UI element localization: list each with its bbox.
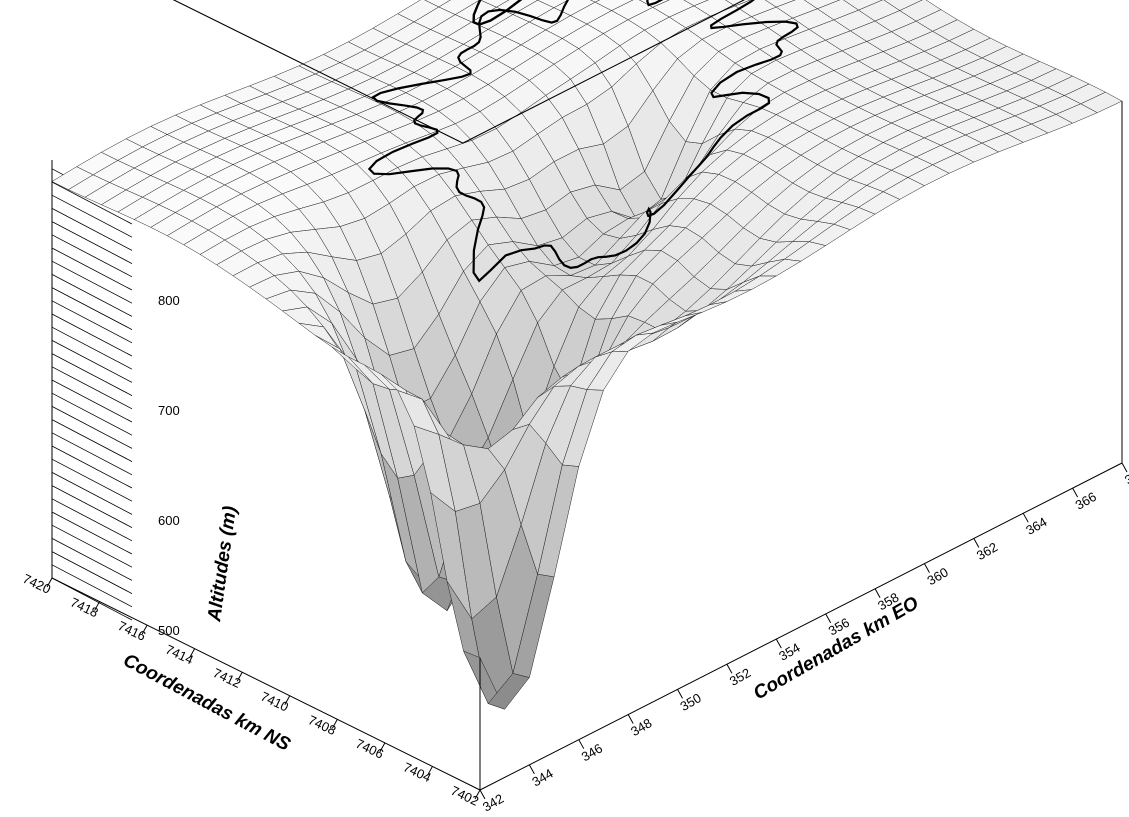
wall-stripe xyxy=(51,379,133,423)
y-axis-tick xyxy=(46,577,53,588)
wall-stripe xyxy=(51,432,133,476)
boundary-surface-outline xyxy=(367,0,799,283)
x-axis-tick xyxy=(924,563,930,573)
z-axis-tick-label: 700 xyxy=(158,403,180,418)
chart-frame xyxy=(51,0,1123,791)
wall-stripe xyxy=(51,419,133,462)
x-axis-tick-label: 364 xyxy=(1023,514,1049,538)
wall-stripe xyxy=(51,551,133,594)
wall-stripe xyxy=(51,366,133,410)
x-axis-tick xyxy=(825,613,832,624)
z-axis-tick-label: 800 xyxy=(158,293,180,308)
wall-stripe xyxy=(51,511,133,555)
wall-stripe xyxy=(51,445,133,489)
wall-stripe xyxy=(51,287,133,330)
surface-cell xyxy=(1080,91,1123,113)
z-axis-tick-label: 600 xyxy=(158,513,180,528)
y-axis-tick xyxy=(189,648,196,658)
wall-stripe xyxy=(51,208,133,251)
x-axis-title: Coordenadas km EO xyxy=(750,593,923,705)
wall-stripe xyxy=(51,274,133,317)
x-axis-tick-label: 342 xyxy=(480,791,506,815)
wall-stripe xyxy=(51,406,133,449)
x-axis-tick-label: 350 xyxy=(678,690,704,714)
x-axis-tick-label: 366 xyxy=(1073,489,1099,513)
terrain-surface xyxy=(51,0,1123,710)
wall-stripe xyxy=(51,234,133,278)
x-axis-tick xyxy=(1022,513,1029,523)
x-axis-tick xyxy=(775,638,782,649)
wall-stripe xyxy=(51,472,133,515)
axis-ticks xyxy=(46,462,1128,800)
x-axis-tick xyxy=(1121,462,1128,473)
x-axis-tick-label: 344 xyxy=(529,766,555,790)
x-axis-tick xyxy=(677,689,683,699)
y-axis-line xyxy=(51,577,481,791)
x-axis-tick xyxy=(479,789,486,800)
x-axis-tick-label: 348 xyxy=(628,715,654,739)
wall-stripe xyxy=(51,538,133,581)
wall-stripe xyxy=(51,221,133,264)
x-axis-tick-label: 362 xyxy=(974,539,1000,563)
z-axis-tick-label: 500 xyxy=(158,623,180,638)
wall-stripe xyxy=(51,247,133,291)
y-axis-tick xyxy=(94,601,100,611)
watershed-boundary xyxy=(367,0,799,283)
x-axis-tick-label: 368 xyxy=(1122,464,1129,488)
x-axis-tick xyxy=(528,764,535,775)
x-axis-tick xyxy=(1072,487,1079,498)
y-axis-tick xyxy=(236,671,243,682)
y-axis-tick xyxy=(427,766,433,776)
wall-stripe xyxy=(51,458,133,502)
y-axis-tick-label: 7420 xyxy=(21,571,54,597)
y-axis-tick xyxy=(474,789,481,800)
wall-stripe xyxy=(51,313,133,357)
surface-cell xyxy=(590,0,601,3)
surface-cell xyxy=(537,0,569,8)
x-axis-tick xyxy=(973,538,980,548)
wall-stripe xyxy=(51,181,133,225)
x-axis-line xyxy=(479,462,1123,791)
x-axis-tick-label: 360 xyxy=(924,564,950,588)
wall-stripe xyxy=(51,498,133,542)
surface-cell xyxy=(683,0,709,7)
x-axis-tick xyxy=(726,663,733,674)
top-plane xyxy=(172,0,746,144)
y-axis-tick xyxy=(284,695,291,706)
x-axis-tick xyxy=(627,714,634,724)
wall-stripe xyxy=(51,194,133,238)
wall-stripe xyxy=(51,260,133,304)
y-axis-tick xyxy=(141,624,148,635)
surface-cell xyxy=(479,0,510,8)
wall-stripe xyxy=(51,524,133,568)
wall-stripe xyxy=(51,340,133,383)
surface-cell xyxy=(424,0,451,8)
wall-stripe xyxy=(51,326,133,370)
left-wall xyxy=(52,181,480,790)
y-axis-tick xyxy=(331,719,338,729)
x-axis-tick-label: 352 xyxy=(727,665,753,689)
x-axis-tick xyxy=(578,739,585,749)
x-axis-tick-label: 346 xyxy=(579,740,605,764)
wall-stripe xyxy=(51,485,133,528)
wall-stripe xyxy=(51,300,133,344)
wall-stripe xyxy=(51,564,133,608)
wall-stripe xyxy=(51,392,133,436)
y-axis-tick xyxy=(379,742,386,753)
wall-stripe xyxy=(51,353,133,396)
chart-walls xyxy=(51,168,480,790)
x-axis-tick xyxy=(874,588,881,599)
